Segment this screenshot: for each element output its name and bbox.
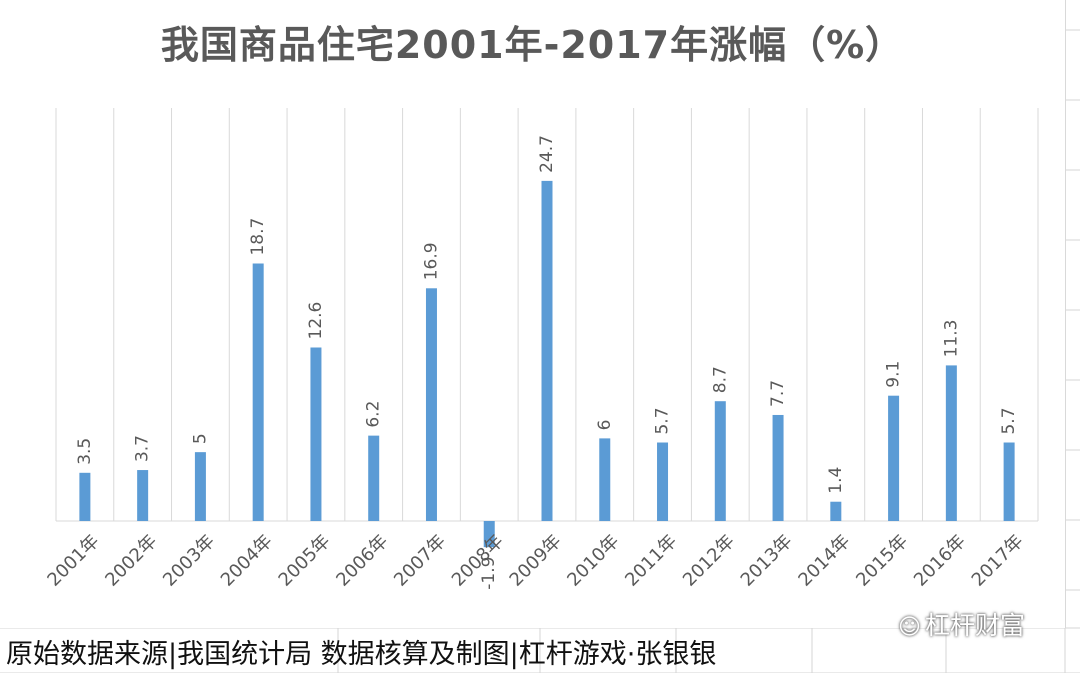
bar-2012年 — [714, 401, 726, 521]
bar-2003年 — [194, 452, 206, 521]
x-tick-label: 2003年 — [159, 531, 219, 591]
data-label: 1.4 — [826, 467, 846, 494]
x-tick-label: 2004年 — [217, 531, 277, 591]
bar-2006年 — [368, 435, 380, 521]
data-label: 6 — [595, 420, 615, 431]
bar-2010年 — [599, 438, 611, 521]
bar-2016年 — [945, 365, 957, 521]
x-tick-label: 2002年 — [101, 531, 161, 591]
data-label: 5.7 — [999, 407, 1019, 434]
data-label: 24.7 — [537, 135, 557, 173]
x-tick-label: 2015年 — [852, 531, 912, 591]
x-tick-label: 2017年 — [968, 531, 1028, 591]
x-tick-label: 2013年 — [737, 531, 797, 591]
x-tick-label: 2014年 — [794, 531, 854, 591]
bar-2002年 — [137, 470, 149, 521]
data-label: 9.1 — [884, 361, 904, 388]
bar-chart: 3.5 2001年 3.7 2002年 5 2003年 18.7 2004年 12.6 2005年… — [43, 108, 1039, 591]
bar-2017年 — [1003, 442, 1015, 521]
data-label: 11.3 — [941, 320, 961, 358]
watermark-text: 杠杆财富 — [924, 611, 1025, 640]
x-tick-label: 2005年 — [275, 531, 335, 591]
data-label: 3.7 — [133, 435, 153, 462]
x-tick-label: 2012年 — [679, 531, 739, 591]
bar-2011年 — [657, 442, 669, 521]
data-label: 12.6 — [306, 302, 326, 340]
bar-2009年 — [541, 180, 553, 522]
bar-2007年 — [425, 288, 437, 521]
bar-2014年 — [830, 501, 842, 521]
x-tick-label: 2010年 — [563, 531, 623, 591]
x-tick-label: 2001年 — [43, 531, 103, 591]
watermark: ☺ 杠杆财富 — [898, 606, 1025, 642]
data-label: 16.9 — [421, 242, 441, 280]
source-note: 原始数据来源|我国统计局 数据核算及制图|杠杆游戏·张银银 — [6, 639, 717, 670]
wechat-icon: ☺ — [898, 615, 921, 640]
chart-area: 我国商品住宅2001年-2017年涨幅（%） 3.5 2001年 3.7 2002年 5… — [43, 0, 1066, 628]
bar-2013年 — [772, 414, 784, 521]
x-tick-label: 2011年 — [621, 531, 681, 591]
bar-2005年 — [310, 347, 322, 521]
data-label: -1.9 — [479, 557, 499, 590]
data-label: 8.7 — [710, 366, 730, 393]
data-label: 7.7 — [768, 380, 788, 407]
data-label: 6.2 — [364, 401, 384, 428]
x-tick-label: 2006年 — [332, 531, 392, 591]
data-label: 5 — [190, 433, 210, 444]
chart-title: 我国商品住宅2001年-2017年涨幅（%） — [160, 23, 905, 67]
bar-2008年 — [483, 521, 495, 548]
data-label: 18.7 — [248, 218, 268, 256]
data-label: 3.5 — [75, 438, 95, 465]
x-tick-label: 2007年 — [390, 531, 450, 591]
bar-2015年 — [888, 395, 900, 521]
bar-2001年 — [79, 472, 91, 521]
x-tick-label: 2016年 — [910, 531, 970, 591]
data-label: 5.7 — [653, 407, 673, 434]
x-tick-label: 2009年 — [506, 531, 566, 591]
bar-2004年 — [252, 263, 264, 521]
